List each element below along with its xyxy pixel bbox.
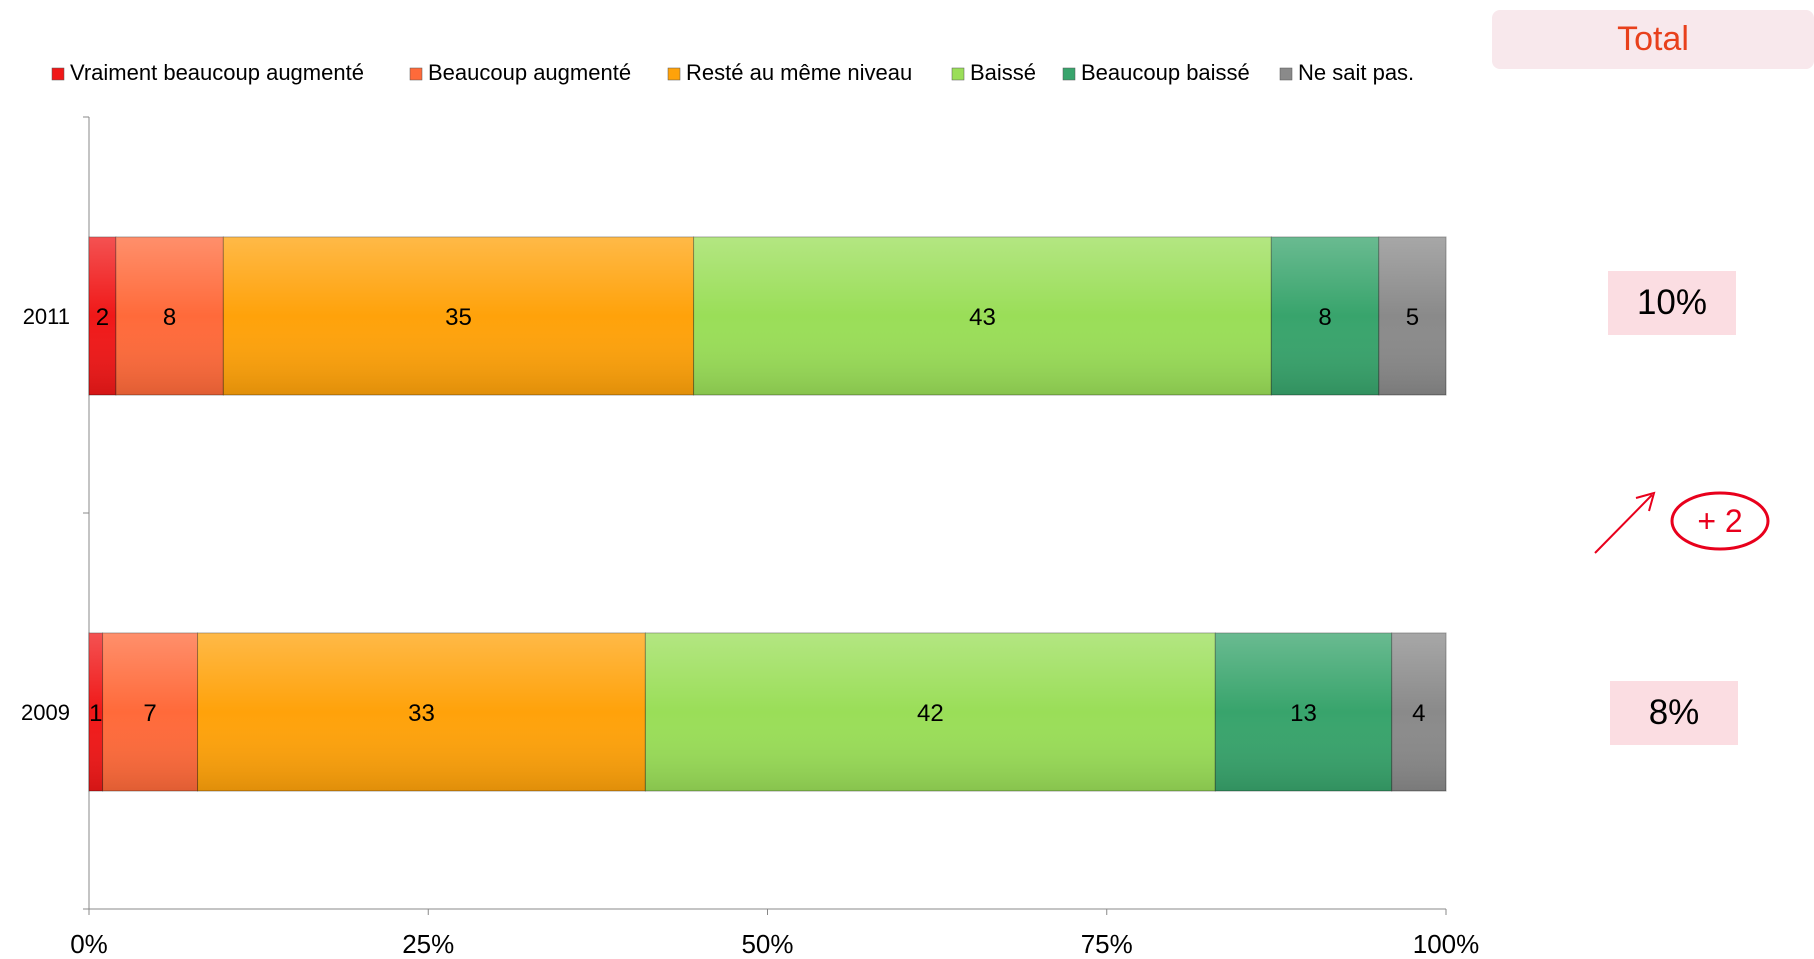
- axes: 0% 25% 50% 75% 100%: [70, 116, 1480, 959]
- data-label-2011-1: 8: [163, 304, 176, 331]
- change-indicator: + 2: [1590, 490, 1770, 570]
- bar-segment-shade-2011-4: [1271, 237, 1379, 395]
- bar-segment-shade-2009-3: [645, 633, 1216, 791]
- total-2009-value: 8%: [1648, 693, 1700, 732]
- bar-segment-shade-2009-4: [1215, 633, 1392, 791]
- total-header-label: Total: [1617, 20, 1689, 58]
- total-2011-box: 10%: [1608, 271, 1736, 335]
- legend-label-2: Resté au même niveau: [686, 60, 912, 85]
- x-tick-label-1: 25%: [402, 929, 454, 959]
- change-value: + 2: [1697, 502, 1743, 539]
- data-label-2009-2: 33: [408, 700, 435, 727]
- bar-segment-shade-2011-0: [89, 237, 116, 395]
- legend-swatch-1: [409, 67, 423, 81]
- bar-segment-shade-2011-5: [1378, 237, 1446, 395]
- data-label-2011-3: 43: [969, 304, 996, 331]
- data-label-2011-4: 8: [1318, 304, 1331, 331]
- data-label-2009-3: 42: [917, 700, 944, 727]
- legend-swatch-4: [1062, 67, 1076, 81]
- legend-swatch-5: [1279, 67, 1293, 81]
- total-header: Total: [1492, 10, 1814, 69]
- category-label-2011: 2011: [23, 304, 70, 329]
- data-label-2009-4: 13: [1290, 700, 1317, 727]
- legend-label-4: Beaucoup baissé: [1081, 60, 1250, 85]
- bar-segment-shade-2009-0: [89, 633, 103, 791]
- category-label-2009: 2009: [21, 700, 70, 725]
- legend-label-3: Baissé: [970, 60, 1036, 85]
- bar-segment-shade-2011-2: [223, 237, 694, 395]
- legend-label-1: Beaucoup augmenté: [428, 60, 631, 85]
- bar-segment-shade-2011-3: [693, 237, 1272, 395]
- bar-segment-shade-2009-1: [102, 633, 198, 791]
- bar-segment-shade-2009-5: [1391, 633, 1446, 791]
- bar-segment-shade-2009-2: [197, 633, 646, 791]
- total-2009-box: 8%: [1610, 681, 1738, 745]
- data-label-2011-0: 2: [96, 304, 109, 331]
- x-tick-label-4: 100%: [1413, 929, 1480, 959]
- legend: Vraiment beaucoup augmenté Beaucoup augme…: [51, 60, 1414, 85]
- x-tick-label-0: 0%: [70, 929, 108, 959]
- x-tick-label-3: 75%: [1081, 929, 1133, 959]
- total-2011-value: 10%: [1636, 283, 1708, 322]
- data-label-2009-0: 1: [89, 700, 102, 727]
- legend-swatch-0: [51, 67, 65, 81]
- legend-swatch-2: [667, 67, 681, 81]
- bars: 2011 2 8 35 43 8 5 2009 1 7 33 42 13 4: [21, 236, 1447, 792]
- data-label-2009-1: 7: [143, 700, 156, 727]
- bar-segment-shade-2011-1: [115, 237, 224, 395]
- arrow-up-right-icon: [1594, 491, 1770, 554]
- legend-swatch-3: [951, 67, 965, 81]
- legend-label-0: Vraiment beaucoup augmenté: [70, 60, 364, 85]
- x-tick-label-2: 50%: [741, 929, 793, 959]
- change-circle-icon: [1670, 491, 1770, 551]
- legend-label-5: Ne sait pas.: [1298, 60, 1414, 85]
- data-label-2011-5: 5: [1406, 304, 1419, 331]
- data-label-2009-5: 4: [1412, 700, 1425, 727]
- data-label-2011-2: 35: [445, 304, 472, 331]
